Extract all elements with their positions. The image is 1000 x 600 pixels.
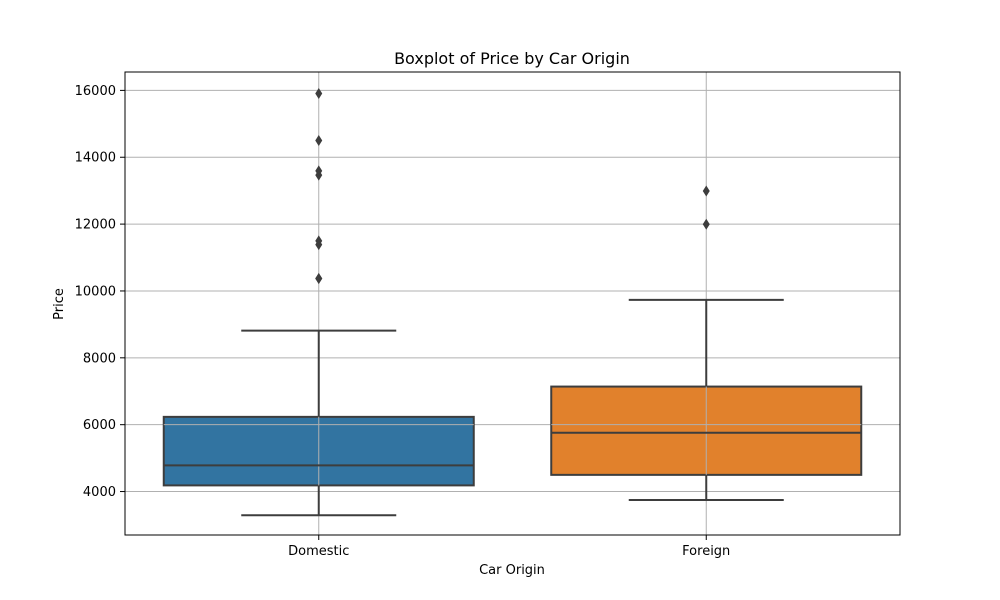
y-tick-label: 8000 xyxy=(83,351,116,366)
plot-area: 4000 6000 8000 10000 12000 14000 16000 Domestic… xyxy=(75,71,901,559)
y-axis-title: Price xyxy=(52,288,67,320)
axes-frame xyxy=(124,71,901,536)
y-tick-label: 14000 xyxy=(75,151,116,166)
box-group-foreign xyxy=(550,185,863,501)
outlier-point xyxy=(702,185,710,197)
y-tick-label: 10000 xyxy=(75,284,116,299)
y-tick-label: 12000 xyxy=(75,218,116,233)
x-tick-label: Domestic xyxy=(288,544,349,559)
outlier-point xyxy=(315,273,323,285)
outlier-point xyxy=(315,235,323,247)
y-tick-label: 4000 xyxy=(83,485,116,500)
outlier-point xyxy=(315,165,323,177)
y-tick-label: 6000 xyxy=(83,418,116,433)
outlier-point xyxy=(702,218,710,230)
y-tick-label: 16000 xyxy=(75,84,116,99)
chart-title: Boxplot of Price by Car Origin xyxy=(394,49,630,68)
x-tick-label: Foreign xyxy=(682,544,730,559)
outlier-point xyxy=(315,88,323,100)
box-group-domestic xyxy=(162,88,475,517)
x-axis-title: Car Origin xyxy=(479,563,545,578)
outlier-point xyxy=(315,135,323,147)
